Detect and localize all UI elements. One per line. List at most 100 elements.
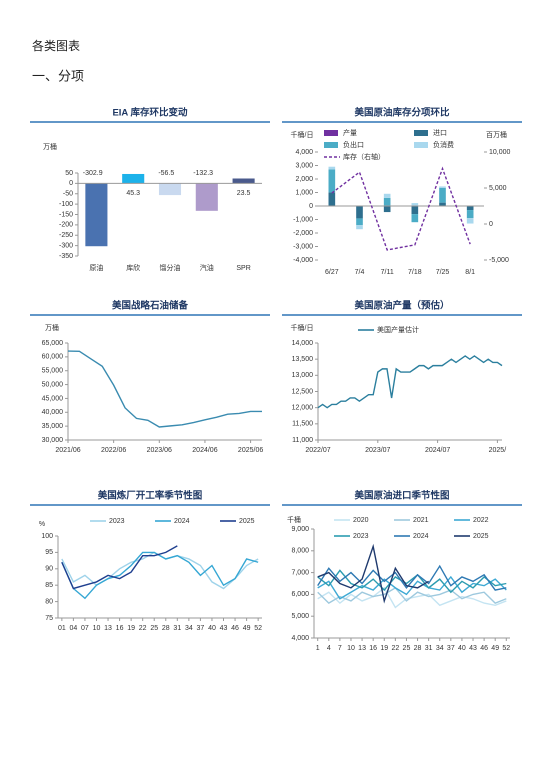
chart-title: 美国原油产量（预估） [353, 300, 449, 312]
x-tick-label: 28 [414, 645, 422, 652]
y-tick-label: 50,000 [42, 381, 64, 388]
x-tick-label: 25 [403, 645, 411, 652]
line [317, 569, 507, 594]
x-tick-label: 2024/07 [425, 447, 450, 454]
x-tick-label: 22 [139, 625, 147, 632]
bar [466, 218, 474, 224]
y-tick-label: 8,000 [291, 548, 309, 555]
line [317, 575, 507, 600]
x-tick-label: SPR [236, 265, 250, 272]
x-tick-label: 7/18 [408, 269, 422, 276]
bar [466, 210, 474, 219]
y-tick-label: 6,000 [291, 591, 309, 598]
x-tick-label: 10 [347, 645, 355, 652]
legend-swatch [414, 130, 428, 136]
x-tick-label: 2025/ [489, 447, 507, 454]
x-tick-label: 37 [447, 645, 455, 652]
y-tick-label: -350 [59, 253, 73, 260]
x-tick-label: 25 [150, 625, 158, 632]
x-tick-label: 4 [327, 645, 331, 652]
bar [158, 183, 182, 196]
legend-swatch [324, 142, 338, 148]
line [67, 350, 262, 428]
y-tick-label: 12,500 [292, 388, 314, 395]
x-tick-label: 52 [254, 625, 262, 632]
bar [439, 202, 446, 206]
bar [328, 166, 336, 170]
y-unit: 千桶/日 [291, 130, 314, 139]
bar [439, 186, 446, 188]
y-tick-label: -4,000 [293, 257, 313, 264]
y-tick-label: 5,000 [291, 613, 309, 620]
line [317, 355, 503, 409]
y-tick-label: 12,000 [292, 405, 314, 412]
bar [356, 225, 363, 230]
chart-title: 美国原油进口季节性图 [353, 490, 449, 502]
legend-label: 2022 [473, 517, 489, 524]
y-tick-label: 30,000 [42, 437, 64, 444]
data-label: -302.9 [83, 170, 103, 177]
y2-unit: 百万桶 [486, 130, 507, 139]
y-tick-label: 5,000 [489, 185, 507, 192]
legend-label: 产量 [343, 128, 357, 137]
y-tick-label: -300 [59, 242, 73, 249]
bar [439, 187, 446, 203]
x-tick-label: 49 [491, 645, 499, 652]
y-tick-label: 13,000 [292, 372, 314, 379]
x-tick-label: 49 [243, 625, 251, 632]
x-tick-label: 7 [338, 645, 342, 652]
line [331, 166, 471, 251]
x-tick-label: 34 [436, 645, 444, 652]
y-tick-label: 55,000 [42, 368, 64, 375]
y-tick-label: 11,500 [292, 421, 313, 428]
y-tick-label: 2,000 [295, 176, 313, 183]
x-tick-label: 31 [425, 645, 433, 652]
y-tick-label: 0 [309, 203, 313, 210]
y-unit: 万桶 [45, 323, 59, 332]
x-tick-label: 07 [81, 625, 89, 632]
x-tick-label: 37 [197, 625, 205, 632]
x-tick-label: 52 [502, 645, 510, 652]
x-tick-label: 40 [458, 645, 466, 652]
legend-label: 进口 [433, 129, 447, 137]
y-unit: 万桶 [43, 142, 57, 151]
x-tick-label: 汽油 [200, 263, 214, 272]
legend-label: 2020 [353, 517, 369, 524]
x-tick-label: 2023/07 [365, 447, 390, 454]
chart-title: 美国原油库存分项环比 [353, 107, 450, 119]
chart-title: 美国炼厂开工率季节性图 [97, 490, 203, 502]
x-tick-label: 43 [469, 645, 477, 652]
legend-label: 2025 [473, 533, 489, 540]
y-tick-label: -50 [63, 191, 73, 198]
x-tick-label: 馏分油 [160, 263, 181, 272]
line [317, 586, 507, 609]
y-tick-label: -1,000 [293, 216, 313, 223]
line [317, 586, 507, 604]
y-tick-label: 95 [45, 549, 53, 556]
bar [411, 203, 419, 206]
legend-label: 库存（右轴） [343, 152, 385, 161]
x-tick-label: 34 [185, 625, 193, 632]
line [61, 551, 259, 600]
y-tick-label: 75 [45, 615, 53, 622]
y-tick-label: 85 [45, 582, 53, 589]
bar [356, 206, 363, 219]
y-tick-label: 4,000 [295, 149, 313, 156]
bar [85, 183, 108, 247]
bar [383, 193, 391, 198]
y-tick-label: 10,000 [489, 149, 511, 156]
x-tick-label: 2023/06 [147, 447, 172, 454]
bar [328, 192, 336, 206]
chart-title: EIA 库存环比变动 [112, 107, 188, 119]
data-label: -56.5 [158, 170, 174, 177]
x-tick-label: 2024/06 [192, 447, 217, 454]
y-unit: 千桶 [287, 515, 301, 524]
chart-title: 美国战略石油储备 [111, 300, 189, 312]
y-tick-label: -3,000 [293, 243, 313, 250]
x-tick-label: 16 [369, 645, 377, 652]
bar [122, 173, 145, 184]
legend-label: 负消费 [433, 140, 454, 149]
bar [383, 206, 391, 213]
y-tick-label: 7,000 [291, 569, 309, 576]
x-tick-label: 16 [116, 625, 124, 632]
